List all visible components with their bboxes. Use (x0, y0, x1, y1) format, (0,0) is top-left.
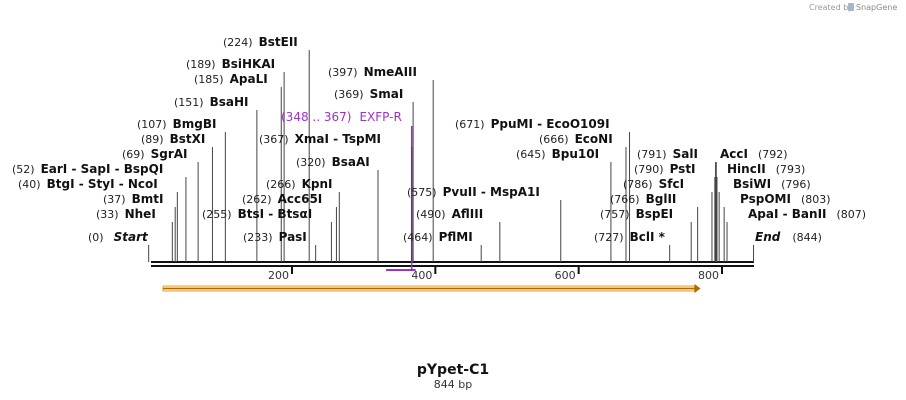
label-bglii[interactable]: (766) BglII (610, 192, 676, 206)
label-bcli[interactable]: (727) BclI * (594, 230, 666, 244)
label-pflmi[interactable]: (464) PflMI (403, 230, 473, 244)
ruler-ticks: 200 400 600 800 (268, 266, 723, 282)
cut-site-lines (148, 50, 755, 262)
tick-label-200: 200 (268, 269, 289, 282)
label-apai[interactable]: ApaI - BanII (807) (748, 207, 866, 221)
label-eari[interactable]: (52) EarI - SapI - BspQI (12, 162, 163, 176)
label-psti[interactable]: (790) PstI (634, 162, 696, 176)
label-bsihkai[interactable]: (189) BsiHKAI (186, 57, 275, 71)
label-bsiwi[interactable]: BsiWI (796) (733, 177, 811, 191)
tick-label-600: 600 (555, 269, 576, 282)
sequence-backbone (151, 261, 754, 267)
tick-label-400: 400 (411, 269, 432, 282)
map-length: 844 bp (434, 378, 472, 391)
credit-prefix: Created by (809, 3, 853, 12)
label-bsaai[interactable]: (320) BsaAI (296, 155, 370, 169)
label-sali[interactable]: (791) SalI (637, 147, 698, 161)
label-smai[interactable]: (369) SmaI (334, 87, 403, 101)
label-xmai[interactable]: (367) XmaI - TspMI (259, 132, 381, 146)
label-bmgbi[interactable]: (107) BmgBI (137, 117, 216, 131)
label-econi[interactable]: (666) EcoNI (539, 132, 613, 146)
label-afliii[interactable]: (490) AflIII (416, 207, 483, 221)
label-primer[interactable]: (348 .. 367) EXFP-R (281, 110, 402, 124)
label-sfci[interactable]: (786) SfcI (623, 177, 684, 191)
label-psppomi[interactable]: PspOMI (803) (740, 192, 831, 206)
label-bspei[interactable]: (757) BspEI (600, 207, 673, 221)
label-pasi[interactable]: (233) PasI (243, 230, 307, 244)
map-title: pYpet-C1 (417, 362, 489, 378)
label-kpni[interactable]: (266) KpnI (266, 177, 333, 191)
label-btgi[interactable]: (40) BtgI - StyI - NcoI (18, 177, 158, 191)
label-nhei[interactable]: (33) NheI (96, 207, 156, 221)
label-end[interactable]: End (844) (755, 230, 822, 244)
label-acci[interactable]: AccI (792) (720, 147, 788, 161)
label-bsteii[interactable]: (224) BstEII (223, 35, 298, 49)
feature-arrow[interactable] (162, 284, 701, 293)
label-bstxi[interactable]: (89) BstXI (141, 132, 205, 146)
label-ppumi[interactable]: (671) PpuMI - EcoO109I (455, 117, 610, 131)
label-bstsi[interactable]: (255) BtsI - BtsαI (202, 207, 312, 221)
credit-brand: SnapGene (856, 3, 897, 12)
label-hincii[interactable]: HincII (793) (727, 162, 805, 176)
label-bsahi[interactable]: (151) BsaHI (174, 95, 249, 109)
label-sgrai[interactable]: (69) SgrAI (122, 147, 188, 161)
tick-label-800: 800 (698, 269, 719, 282)
label-acc65i[interactable]: (262) Acc65I (242, 192, 322, 206)
label-start[interactable]: (0) Start (88, 230, 149, 244)
label-pvuii[interactable]: (575) PvuII - MspA1I (407, 185, 540, 199)
label-apali[interactable]: (185) ApaLI (194, 72, 268, 86)
label-bpu10i[interactable]: (645) Bpu10I (516, 147, 599, 161)
feature-arrow-head (694, 284, 701, 293)
label-bmti[interactable]: (37) BmtI (103, 192, 163, 206)
snapgene-logo-icon (848, 3, 854, 11)
enzyme-labels: (224) BstEII (189) BsiHKAI (185) ApaLI (151… (12, 35, 866, 244)
label-nmeaiii[interactable]: (397) NmeAIII (328, 65, 417, 79)
